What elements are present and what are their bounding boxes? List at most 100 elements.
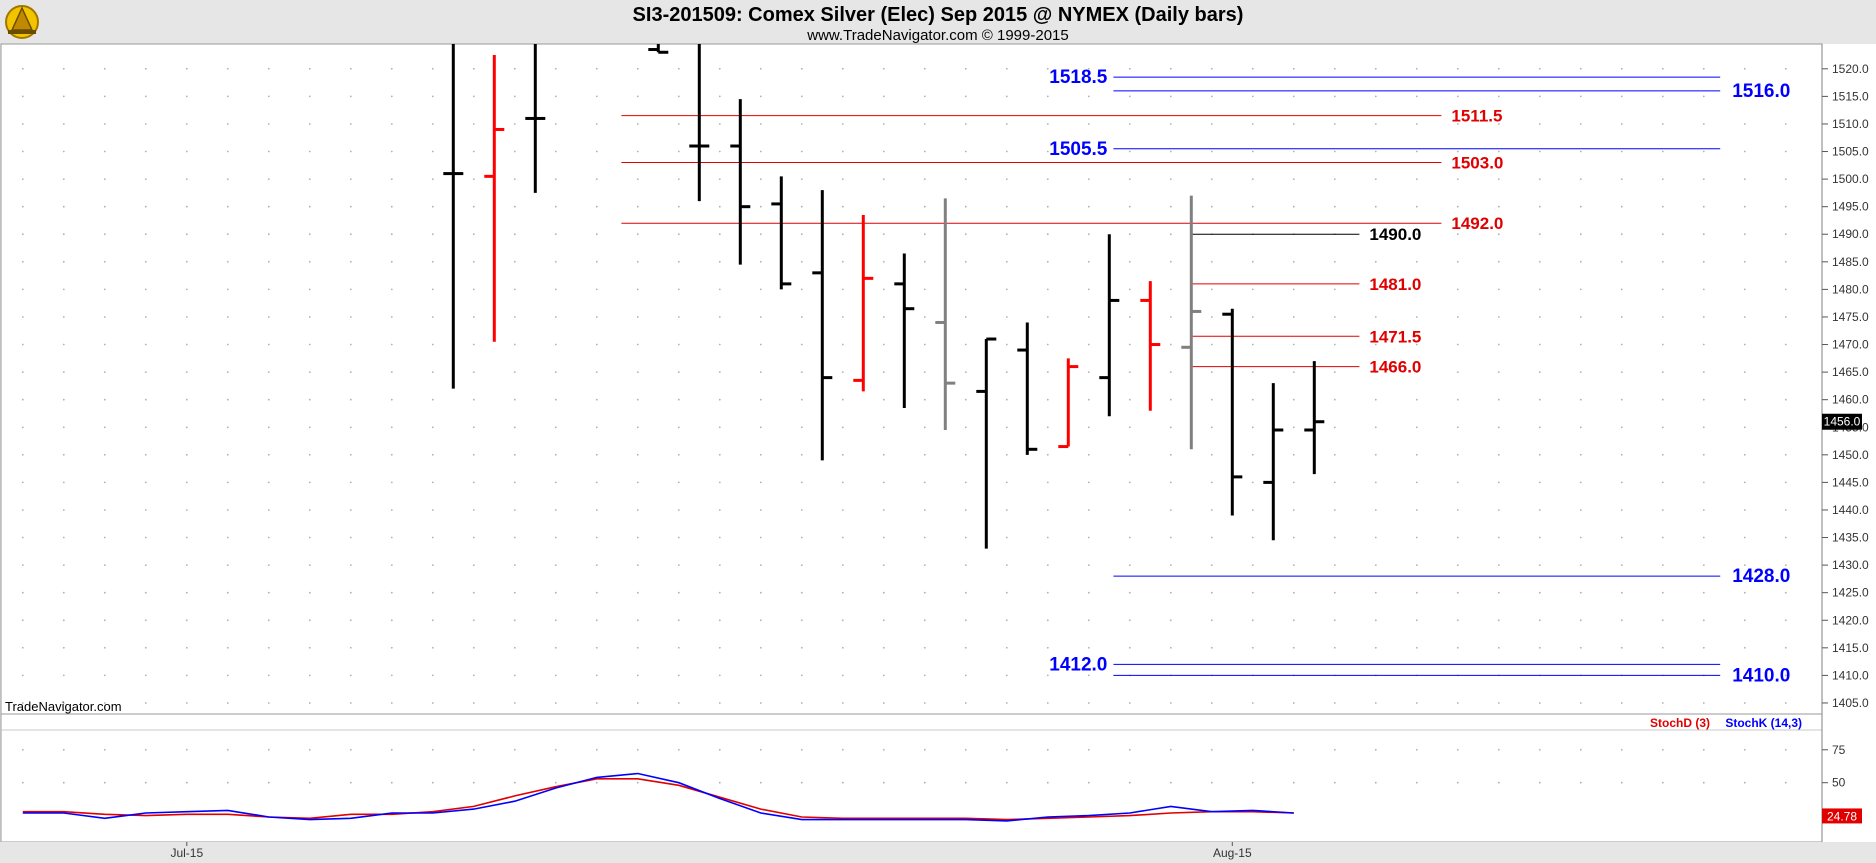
grid-dot: [923, 591, 926, 594]
grid-dot: [21, 260, 24, 263]
grid-dot: [636, 781, 639, 784]
grid-dot: [923, 371, 926, 373]
grid-dot: [1620, 95, 1623, 98]
grid-dot: [103, 260, 106, 263]
grid-dot: [513, 288, 516, 291]
grid-dot: [472, 619, 475, 622]
grid-dot: [1702, 67, 1705, 70]
price-tick-label: 1470.0: [1832, 338, 1869, 352]
ohlc-bar: [853, 214, 874, 392]
grid-dot: [1046, 95, 1049, 98]
grid-dot: [636, 343, 639, 346]
grid-dot: [677, 646, 680, 649]
grid-dot: [1333, 371, 1336, 373]
grid-dot: [1784, 646, 1787, 649]
grid-dot: [513, 398, 516, 401]
grid-dot: [554, 205, 557, 208]
ohlc-bar: [484, 55, 505, 342]
grid-dot: [1784, 453, 1787, 456]
grid-dot: [1538, 398, 1541, 401]
grid-dot: [1456, 702, 1459, 704]
grid-dot: [1579, 343, 1582, 346]
grid-dot: [595, 316, 598, 318]
grid-dot: [964, 150, 967, 153]
grid-dot: [1374, 150, 1377, 153]
grid-dot: [554, 702, 557, 704]
grid-dot: [185, 453, 188, 456]
grid-dot: [144, 343, 147, 346]
grid-dot: [1415, 619, 1418, 622]
grid-dot: [267, 619, 270, 622]
grid-dot: [1702, 123, 1705, 125]
grid-dot: [1210, 205, 1213, 208]
grid-dot: [1497, 67, 1500, 70]
price-tick-label: 1490.0: [1832, 227, 1869, 241]
grid-dot: [103, 509, 106, 511]
grid-dot: [759, 316, 762, 318]
grid-dot: [349, 150, 352, 153]
grid-dot: [1456, 260, 1459, 263]
grid-dot: [1784, 781, 1787, 784]
grid-dot: [882, 509, 885, 511]
grid-dot: [349, 536, 352, 539]
grid-dot: [1456, 205, 1459, 208]
grid-dot: [1046, 619, 1049, 622]
grid-dot: [1128, 343, 1131, 346]
grid-dot: [759, 509, 762, 511]
grid-dot: [1661, 371, 1664, 373]
grid-dot: [841, 150, 844, 153]
grid-dot: [554, 426, 557, 429]
grid-dot: [1128, 233, 1131, 236]
grid-dot: [390, 288, 393, 291]
grid-dot: [472, 233, 475, 236]
grid-dot: [103, 150, 106, 153]
grid-dot: [1087, 591, 1090, 594]
grid-dot: [1169, 343, 1172, 346]
grid-dot: [1374, 536, 1377, 539]
grid-dot: [226, 781, 229, 784]
grid-dot: [554, 674, 557, 677]
grid-dot: [1169, 426, 1172, 429]
grid-dot: [62, 150, 65, 153]
grid-dot: [472, 702, 475, 704]
grid-dot: [308, 481, 311, 484]
chart-title: SI3-201509: Comex Silver (Elec) Sep 2015…: [633, 4, 1244, 26]
grid-dot: [1169, 288, 1172, 291]
grid-dot: [349, 178, 352, 181]
grid-dot: [1456, 178, 1459, 181]
grid-dot: [1538, 95, 1541, 98]
grid-dot: [103, 619, 106, 622]
grid-dot: [1128, 260, 1131, 263]
grid-dot: [1169, 316, 1172, 318]
grid-dot: [554, 509, 557, 511]
legend-stochd: StochD (3): [1650, 716, 1710, 730]
grid-dot: [1538, 536, 1541, 539]
grid-dot: [923, 481, 926, 484]
grid-dot: [1456, 233, 1459, 236]
grid-dot: [1128, 646, 1131, 649]
grid-dot: [1128, 316, 1131, 318]
grid-dot: [595, 426, 598, 429]
grid-dot: [1579, 95, 1582, 98]
ohlc-bar: [976, 337, 997, 549]
grid-dot: [1661, 481, 1664, 484]
grid-dot: [1743, 316, 1746, 318]
grid-dot: [923, 509, 926, 511]
grid-dot: [1292, 150, 1295, 153]
grid-dot: [103, 481, 106, 484]
grid-dot: [1538, 233, 1541, 236]
grid-dot: [308, 781, 311, 784]
grid-dot: [923, 95, 926, 98]
grid-dot: [513, 426, 516, 429]
grid-dot: [308, 343, 311, 346]
grid-dot: [1251, 536, 1254, 539]
grid-dot: [1005, 343, 1008, 346]
grid-dot: [185, 509, 188, 511]
grid-dot: [636, 371, 639, 373]
grid-dot: [226, 674, 229, 677]
grid-dot: [1046, 67, 1049, 70]
grid-dot: [1005, 95, 1008, 98]
grid-dot: [472, 371, 475, 373]
grid-dot: [390, 371, 393, 373]
grid-dot: [1415, 509, 1418, 511]
